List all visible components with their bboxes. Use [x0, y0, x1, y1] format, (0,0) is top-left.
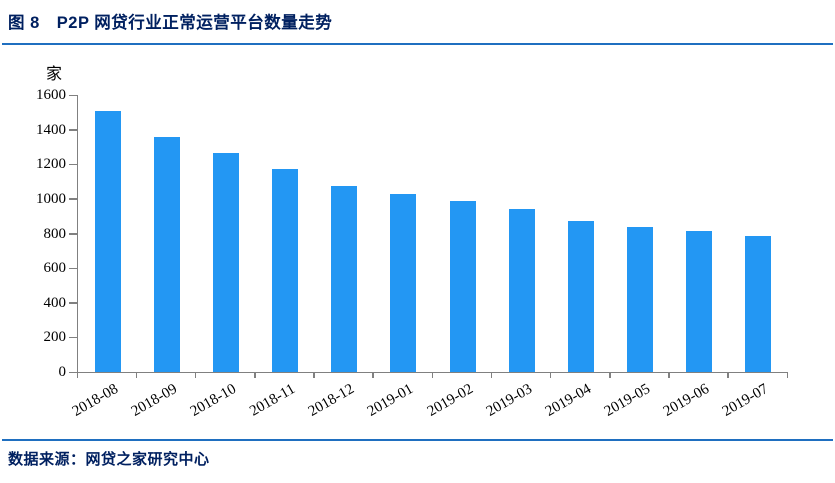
- x-axis-tick: [194, 372, 197, 378]
- footer-divider: [2, 439, 833, 441]
- x-axis-tick: [549, 372, 552, 378]
- x-axis-tick: [76, 372, 78, 378]
- y-axis-tick-label-1400: 1400: [36, 121, 66, 138]
- y-axis-tick-label-600: 600: [43, 260, 67, 277]
- y-axis-tick-label-200: 200: [43, 329, 67, 346]
- y-axis-tick: [69, 198, 77, 200]
- y-axis-tick: [69, 129, 77, 131]
- y-axis-tick-label-1200: 1200: [36, 156, 66, 173]
- x-axis-tick: [135, 372, 138, 378]
- y-axis-tick-label-1000: 1000: [36, 190, 66, 207]
- x-axis-tick: [254, 372, 256, 378]
- bar-2019-03: [508, 209, 535, 372]
- bar-2018-11: [272, 168, 299, 372]
- y-axis-tick: [69, 163, 77, 166]
- bar-2019-05: [627, 226, 654, 372]
- y-axis-unit-label: 家: [46, 66, 63, 83]
- y-axis-tick: [69, 94, 77, 96]
- x-axis-tick: [786, 372, 788, 378]
- y-axis-tick-label-0: 0: [58, 364, 67, 380]
- bar-2018-10: [212, 153, 239, 372]
- y-axis-tick-label-1600: 1600: [36, 87, 66, 103]
- bar-2019-01: [390, 193, 417, 372]
- x-axis-tick: [431, 372, 433, 378]
- bar-2018-09: [153, 136, 180, 372]
- x-axis-tick: [668, 372, 670, 378]
- data-source-note: 数据来源：网贷之家研究中心: [8, 451, 210, 468]
- bar-2019-04: [567, 221, 594, 372]
- bar-2019-07: [745, 236, 772, 372]
- plot-area: [77, 95, 788, 373]
- y-axis-tick-label-800: 800: [43, 225, 67, 242]
- bar-2019-06: [686, 230, 713, 372]
- y-axis-tick: [69, 233, 77, 235]
- x-axis-tick: [372, 372, 374, 378]
- y-axis-tick-label-400: 400: [43, 294, 67, 311]
- y-axis-tick: [69, 267, 77, 270]
- bar-2018-12: [331, 185, 358, 372]
- bar-2019-02: [449, 200, 476, 372]
- bar-2018-08: [94, 110, 121, 372]
- x-axis-tick: [727, 372, 729, 378]
- y-axis-tick: [69, 302, 77, 304]
- y-axis-tick: [69, 336, 77, 339]
- y-axis-tick: [69, 371, 77, 373]
- x-axis-tick: [313, 372, 315, 378]
- x-axis-tick: [490, 372, 493, 378]
- figure-title: 图 8 P2P 网贷行业正常运营平台数量走势: [8, 14, 333, 32]
- title-divider: [2, 43, 833, 45]
- x-axis-tick: [609, 372, 611, 378]
